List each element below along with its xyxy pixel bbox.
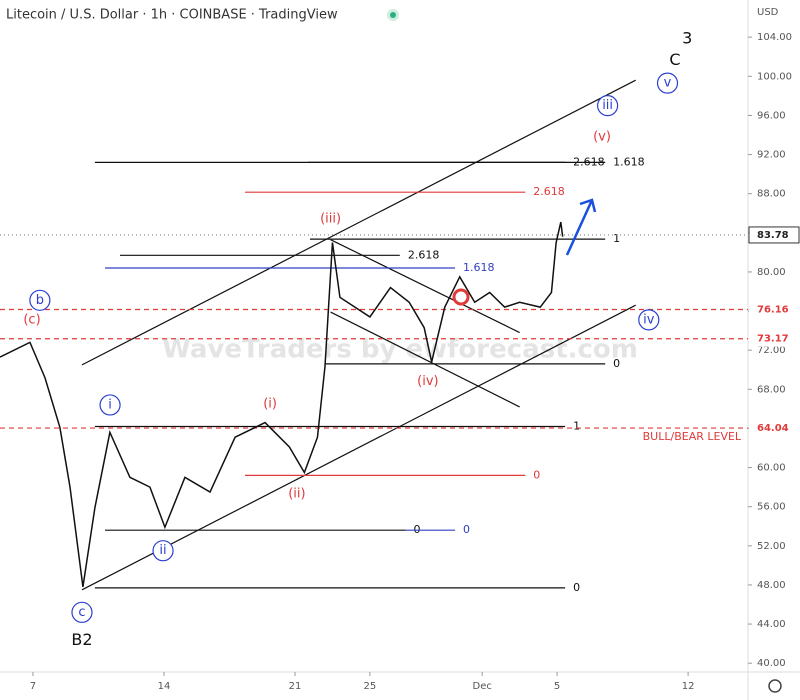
price-level-label: 83.78	[757, 230, 789, 241]
fib-label: 2.618	[408, 248, 440, 261]
y-tick-label: 96.00	[757, 110, 786, 121]
wave-label: (c)	[23, 312, 40, 327]
fib-label: 2.618	[533, 185, 565, 198]
y-tick-label: 80.00	[757, 267, 786, 278]
x-tick-label: 5	[554, 681, 560, 692]
price-level-label: 73.17	[757, 334, 789, 345]
currency-label[interactable]: USD	[757, 7, 779, 18]
wave-label-circle	[152, 540, 174, 562]
wave-label: (v)	[593, 129, 611, 144]
y-tick-label: 40.00	[757, 658, 786, 669]
fib-label: 0	[463, 523, 470, 536]
wave-label: ii	[159, 543, 166, 558]
trendline	[330, 311, 520, 408]
y-tick-label: 92.00	[757, 150, 786, 161]
fib-label: 0	[533, 468, 540, 481]
x-tick-label: 21	[289, 681, 302, 692]
wave-label: v	[664, 76, 672, 91]
wave-label: C	[669, 50, 680, 69]
y-tick-label: 44.00	[757, 619, 786, 630]
fib-label: 1	[573, 419, 580, 432]
settings-icon[interactable]	[768, 679, 782, 693]
y-tick-label: 56.00	[757, 502, 786, 513]
price-level-label: 64.04	[757, 423, 789, 434]
wave-label: iii	[602, 98, 613, 113]
price-level-box	[749, 420, 799, 437]
wave-label: i	[108, 397, 112, 412]
x-tick-label: 12	[682, 681, 695, 692]
price-line	[0, 221, 564, 588]
y-tick-label: 88.00	[757, 189, 786, 200]
wave-label: (iii)	[320, 212, 341, 227]
wave-label: b	[36, 293, 44, 308]
wave-label-circle	[29, 289, 51, 311]
y-tick-label: 48.00	[757, 580, 786, 591]
watermark: WaveTraders by ewforecast.com	[162, 335, 638, 365]
plot-area: 40.0044.0048.0052.0056.0060.0064.0068.00…	[0, 29, 792, 692]
price-level-box	[749, 301, 799, 318]
fib-label: 1.618	[463, 261, 495, 274]
x-tick-label: 14	[158, 681, 171, 692]
x-tick-label: Dec	[473, 681, 492, 692]
wave-label: B2	[71, 630, 92, 649]
price-level-box	[749, 330, 799, 347]
wave-label: c	[78, 605, 85, 620]
wave-label: 3	[682, 29, 692, 48]
fib-label: 1.618	[613, 155, 645, 168]
highlight-circle	[452, 288, 470, 306]
wave-label-circle	[656, 72, 679, 94]
fib-label: 1	[613, 232, 620, 245]
status-dot-inner	[390, 12, 396, 18]
y-tick-label: 100.00	[757, 71, 792, 82]
price-level-box	[748, 226, 800, 244]
x-tick-label: 25	[364, 681, 377, 692]
wave-label: (ii)	[288, 486, 305, 501]
wave-label: (i)	[263, 396, 277, 411]
wave-label-circle	[71, 601, 93, 623]
y-tick-label: 52.00	[757, 541, 786, 552]
trendline	[81, 79, 636, 366]
price-level-label: 76.16	[757, 304, 789, 315]
y-tick-label: 60.00	[757, 463, 786, 474]
trendline	[81, 304, 636, 591]
y-tick-label: 68.00	[757, 384, 786, 395]
y-tick-label: 104.00	[757, 32, 792, 43]
wave-label: iv	[643, 312, 655, 327]
x-tick-label: 7	[30, 681, 36, 692]
y-tick-label: 72.00	[757, 345, 786, 356]
wave-label: BULL/BEAR LEVEL	[643, 430, 742, 443]
direction-arrow	[565, 198, 597, 256]
wave-label-circle	[638, 309, 660, 331]
wave-label-circle	[597, 95, 619, 117]
chart-title: Litecoin / U.S. Dollar · 1h · COINBASE ·…	[6, 8, 338, 23]
fib-label: 0	[573, 581, 580, 594]
wave-label-circle	[99, 394, 121, 416]
fib-label: 0	[613, 357, 620, 370]
wave-label: (iv)	[417, 374, 438, 389]
